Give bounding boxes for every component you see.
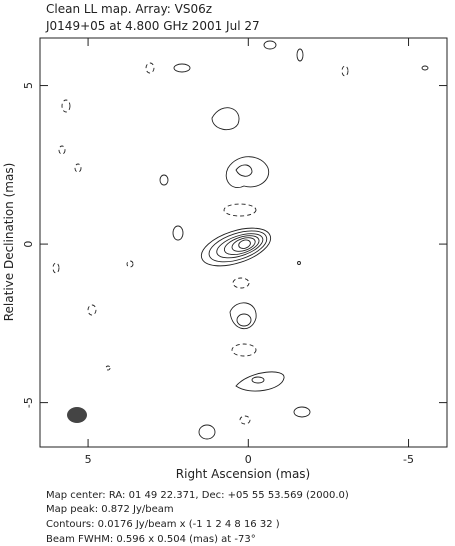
x-tick-label: -5: [403, 453, 414, 466]
note: Map center: RA: 01 49 22.371, Dec: +05 5…: [46, 490, 349, 501]
x-tick-label: 0: [245, 453, 252, 466]
notes: Map center: RA: 01 49 22.371, Dec: +05 5…: [46, 490, 349, 545]
chart-subtitle: J0149+05 at 4.800 GHz 2001 Jul 27: [45, 19, 260, 33]
plot-frame: [39, 37, 448, 448]
x-tick-label: 5: [85, 453, 92, 466]
y-axis-label: Relative Declination (mas): [2, 163, 16, 322]
x-axis-label: Right Ascension (mas): [176, 467, 310, 481]
note: Map peak: 0.872 Jy/beam: [46, 504, 174, 515]
contours: [52, 40, 429, 440]
y-tick-label: 0: [22, 241, 35, 248]
y-tick-label: -5: [22, 397, 35, 408]
note: Beam FWHM: 0.596 x 0.504 (mas) at -73°: [46, 534, 256, 545]
y-tick-label: 5: [22, 82, 35, 89]
note: Contours: 0.0176 Jy/beam x (-1 1 2 4 8 1…: [46, 519, 280, 530]
beam: [67, 407, 87, 423]
chart-title: Clean LL map. Array: VS06z: [46, 2, 212, 16]
